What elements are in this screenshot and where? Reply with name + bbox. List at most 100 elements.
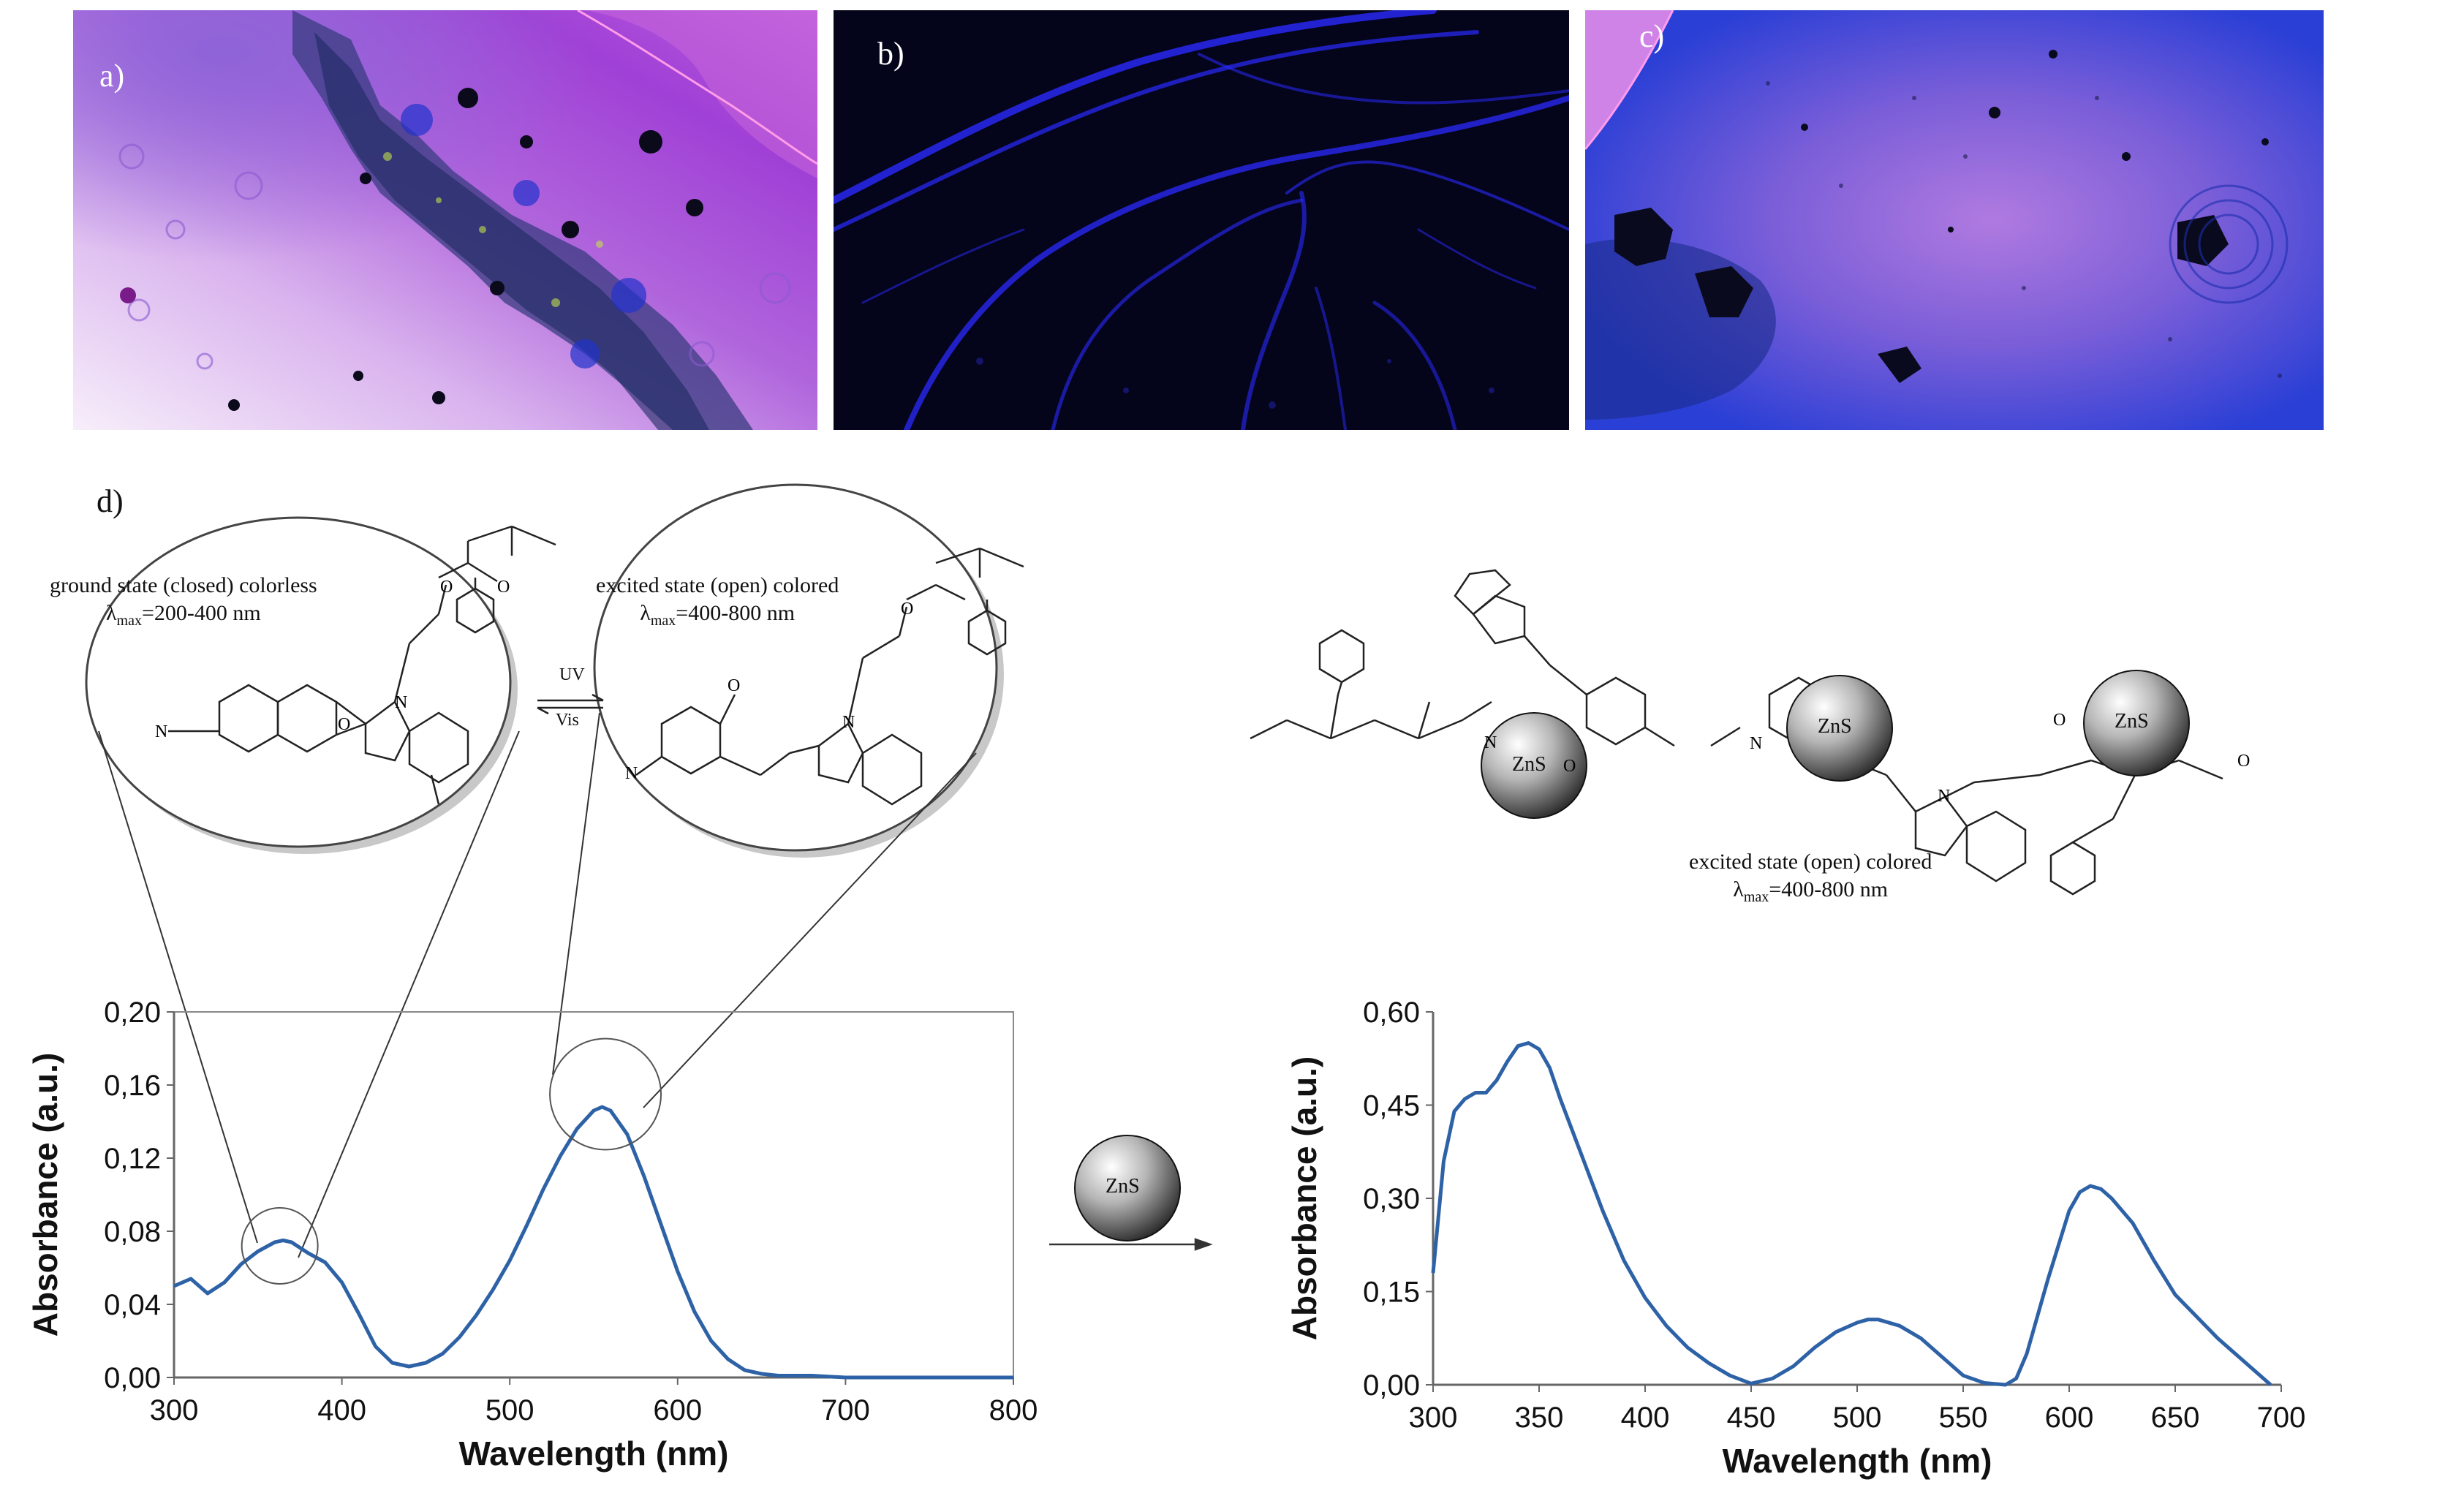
- atom-o: O: [497, 578, 510, 597]
- atom-n: N: [155, 722, 168, 741]
- data-point: [391, 1362, 393, 1364]
- data-point: [1867, 1319, 1869, 1320]
- panel-a-label: a): [99, 58, 125, 94]
- data-point: [1560, 1098, 1561, 1100]
- data-point: [627, 1133, 628, 1135]
- data-point: [694, 1311, 695, 1312]
- x-tick-label: 350: [1515, 1402, 1564, 1434]
- plot-frame: [173, 1011, 1014, 1378]
- atom-o: O: [728, 676, 741, 695]
- atom-o: O: [2053, 711, 2066, 730]
- data-point: [1602, 1210, 1603, 1212]
- data-point: [458, 1337, 461, 1338]
- y-tick-label: 0,00: [1363, 1369, 1420, 1402]
- data-point: [307, 1252, 309, 1254]
- data-point: [727, 1358, 729, 1360]
- data-point: [1666, 1325, 1667, 1327]
- data-point: [1856, 1322, 1858, 1323]
- y-tick-label: 0,15: [1363, 1277, 1420, 1309]
- data-point: [2217, 1337, 2218, 1339]
- micrograph-b-image: [834, 10, 1569, 430]
- zns-particles: [1074, 670, 2190, 1241]
- x-tick-label: 550: [1939, 1402, 1988, 1434]
- data-point: [1517, 1045, 1519, 1047]
- data-point: [1899, 1325, 1900, 1327]
- data-point: [2111, 1198, 2112, 1199]
- excited-state-title-left: excited state (open) colored: [596, 573, 839, 597]
- x-tick-label: 700: [2257, 1402, 2306, 1434]
- zns-label: ZnS: [1818, 715, 1852, 738]
- data-point: [1644, 1297, 1646, 1299]
- data-point: [374, 1345, 377, 1347]
- excited-state-lambda-left: λmax=400-800 nm: [640, 601, 796, 629]
- data-point: [2026, 1353, 2028, 1355]
- ground-state-lens: [85, 516, 512, 848]
- x-tick-label: 400: [317, 1394, 366, 1426]
- data-point: [1443, 1160, 1445, 1162]
- y-tick-label: 0,45: [1363, 1090, 1420, 1122]
- data-point: [1485, 1092, 1487, 1094]
- data-point: [173, 1285, 175, 1287]
- panel-c-label: c): [1639, 18, 1665, 54]
- data-point: [760, 1373, 763, 1375]
- data-point: [1475, 1092, 1476, 1094]
- x-tick-label: 800: [989, 1394, 1038, 1426]
- atom-n: N: [1484, 733, 1497, 752]
- excited-state-structure-left: [635, 547, 1024, 806]
- data-point: [1464, 1098, 1466, 1100]
- atom-o: O: [901, 600, 914, 619]
- data-point: [811, 1375, 813, 1377]
- data-point: [408, 1366, 410, 1367]
- absorbance-chart-left: 300 400 500 600 700 800 0,00 0,04 0,08 0,12 0,16 0,…: [0, 994, 1053, 1506]
- x-axis-label: Wavelength (nm): [1723, 1442, 1992, 1480]
- data-point: [1623, 1260, 1625, 1261]
- data-point: [710, 1340, 712, 1342]
- zns-label: ZnS: [2115, 710, 2149, 733]
- data-point: [2238, 1356, 2240, 1358]
- uv-vis-equilibrium-arrows: [537, 693, 604, 715]
- y-tick-label: 0,60: [1363, 997, 1420, 1029]
- zns-bound-structure: [1250, 569, 2223, 896]
- uv-label: UV: [559, 665, 585, 684]
- data-point: [190, 1278, 192, 1279]
- data-point: [1984, 1382, 1985, 1384]
- zns-particle: [1786, 675, 1893, 782]
- atom-n: N: [1750, 734, 1763, 753]
- atom-n: N: [1938, 787, 1951, 806]
- data-point: [1729, 1375, 1731, 1377]
- data-point: [1793, 1365, 1794, 1367]
- data-point: [1496, 1079, 1497, 1081]
- data-point: [2005, 1384, 2006, 1386]
- data-point: [1454, 1111, 1455, 1112]
- ground-state-note: ground state (closed) colorless λmax=200…: [50, 572, 317, 635]
- data-point: [559, 1155, 561, 1157]
- micrograph-a-image: [73, 10, 817, 430]
- ground-state-lambda: λmax=200-400 nm: [106, 601, 261, 629]
- data-point: [2259, 1375, 2261, 1377]
- x-axis-label: Wavelength (nm): [459, 1434, 729, 1473]
- x-tick-label: 500: [1833, 1402, 1882, 1434]
- zns-particle: [2083, 670, 2190, 776]
- data-point: [492, 1289, 494, 1290]
- y-tick-label: 0,00: [104, 1362, 161, 1394]
- x-tick-label: 700: [821, 1394, 870, 1426]
- data-point: [241, 1263, 242, 1265]
- data-point: [1506, 1061, 1508, 1062]
- y-tick-label: 0,20: [104, 997, 161, 1029]
- data-point: [257, 1250, 259, 1252]
- data-point: [2079, 1191, 2081, 1193]
- y-tick-label: 0,12: [104, 1143, 161, 1175]
- x-tick-label: 600: [653, 1394, 702, 1426]
- data-point: [929, 1377, 930, 1378]
- data-point: [593, 1110, 594, 1111]
- x-tick-label: 600: [2045, 1402, 2094, 1434]
- data-point: [844, 1377, 847, 1378]
- data-point: [274, 1241, 276, 1243]
- data-point: [1687, 1347, 1688, 1348]
- data-point: [1772, 1377, 1773, 1380]
- data-point: [2068, 1210, 2070, 1212]
- data-point: [2015, 1377, 2017, 1380]
- data-point: [341, 1282, 343, 1283]
- x-tick-label: 450: [1727, 1402, 1776, 1434]
- data-point: [2153, 1260, 2155, 1261]
